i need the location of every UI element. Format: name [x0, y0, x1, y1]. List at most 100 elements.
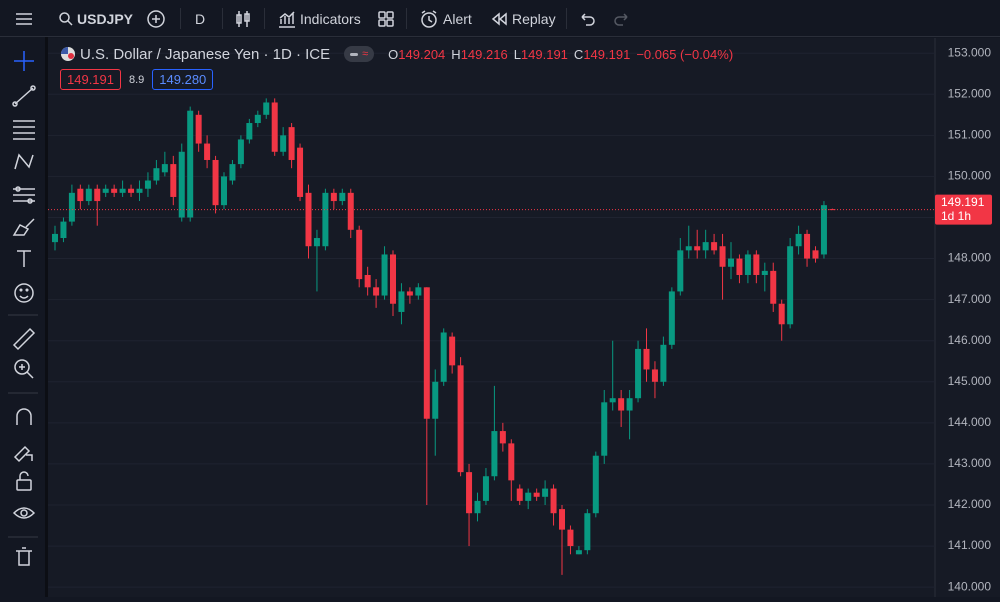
- y-tick-label: 142.000: [948, 497, 992, 511]
- candle-body: [728, 258, 734, 267]
- candle-body: [770, 270, 777, 304]
- candle-body: [68, 192, 75, 222]
- y-tick-label: 151.000: [948, 128, 992, 142]
- y-tick-label: 143.000: [948, 456, 992, 470]
- candle-body: [364, 274, 371, 288]
- sell-price[interactable]: 149.191: [60, 69, 121, 90]
- candle-body: [313, 238, 320, 247]
- flag-icon: [61, 47, 75, 61]
- last-price-box: [935, 194, 992, 225]
- ohlc-label: O: [388, 47, 399, 62]
- candle-body: [398, 291, 405, 312]
- magnet-tool[interactable]: [16, 408, 32, 425]
- y-tick-label: 141.000: [948, 538, 992, 552]
- stay-drawing-tool[interactable]: [13, 445, 33, 463]
- delete-tool[interactable]: [16, 547, 32, 566]
- ohlc-label: C: [573, 47, 584, 62]
- forecast-tool[interactable]: [13, 186, 35, 204]
- candle-body: [626, 398, 633, 411]
- ohlc-values: O149.204 H149.216 L149.191 C149.191: [382, 46, 630, 62]
- candle-body: [432, 381, 439, 419]
- y-tick-label: 147.000: [948, 292, 992, 306]
- symbol-search[interactable]: USDJPY: [58, 0, 133, 37]
- y-tick-label: 152.000: [948, 86, 992, 100]
- candle-body: [246, 123, 253, 140]
- replay-button[interactable]: Replay: [490, 0, 556, 37]
- status-pill[interactable]: ≈: [344, 46, 375, 62]
- top-toolbar: USDJPY D Indicators Alert Replay: [0, 0, 1000, 37]
- candle-body: [778, 303, 785, 325]
- y-tick-label: 144.000: [948, 415, 992, 429]
- undo-button[interactable]: [578, 0, 596, 37]
- candle-body: [204, 143, 211, 160]
- menu-button[interactable]: [14, 0, 34, 37]
- candle-body: [533, 492, 540, 497]
- brush-tool[interactable]: [12, 218, 35, 236]
- ohlc-value: 149.204: [398, 47, 446, 62]
- candle-body: [406, 291, 413, 296]
- divider: [406, 8, 407, 29]
- candle-body: [542, 488, 549, 497]
- compare-button[interactable]: [146, 0, 166, 37]
- candle-body: [322, 192, 329, 247]
- candle-body: [525, 492, 532, 501]
- chart-type-button[interactable]: [233, 0, 253, 37]
- candle-body: [804, 233, 811, 259]
- candle-body: [254, 114, 261, 124]
- ruler-tool[interactable]: [12, 327, 36, 351]
- candle-body: [643, 348, 650, 370]
- candle-body: [829, 209, 836, 211]
- indicators-button[interactable]: Indicators: [277, 0, 361, 37]
- symbol: USDJPY: [77, 10, 134, 27]
- candle-body: [575, 550, 582, 555]
- candle-body: [474, 500, 481, 514]
- interval-button[interactable]: D: [195, 0, 205, 37]
- candle-body: [85, 188, 92, 202]
- candle-body: [356, 229, 363, 280]
- y-tick-label: 153.000: [948, 45, 992, 59]
- candle-body: [466, 472, 473, 514]
- candle-body: [347, 192, 354, 230]
- emoji-tool[interactable]: [14, 283, 34, 303]
- y-tick-label: 140.000: [948, 579, 992, 593]
- candle-body: [787, 246, 794, 325]
- candle-body: [144, 180, 151, 189]
- zoom-tool[interactable]: [14, 359, 34, 379]
- candle-body: [812, 250, 819, 259]
- countdown-label: 1d 1h: [941, 209, 971, 223]
- candle-body: [694, 246, 701, 251]
- layout-button[interactable]: [376, 0, 396, 37]
- buy-price[interactable]: 149.280: [152, 69, 214, 90]
- symbol-title: U.S. Dollar / Japanese Yen · 1D · ICE: [80, 45, 331, 63]
- redo-button[interactable]: [613, 0, 631, 37]
- candle-body: [677, 250, 684, 292]
- candle-body: [178, 151, 185, 218]
- y-tick-label: 146.000: [948, 333, 992, 347]
- visibility-tool[interactable]: [12, 507, 36, 519]
- lock-tool[interactable]: [16, 471, 32, 491]
- candle-body: [457, 365, 464, 473]
- candle-body: [820, 205, 827, 255]
- pattern-tool[interactable]: [14, 153, 34, 170]
- fib-tool[interactable]: [13, 120, 35, 140]
- candle-body: [550, 488, 557, 514]
- text-tool[interactable]: [17, 250, 31, 267]
- indicators-label: Indicators: [300, 10, 361, 27]
- candle-body: [305, 192, 312, 247]
- ohlc-value: 149.191: [583, 47, 631, 62]
- candle-body: [111, 188, 118, 193]
- candle-body: [136, 188, 143, 193]
- candle-body: [744, 254, 751, 275]
- candle-body: [271, 102, 278, 152]
- replay-label: Replay: [512, 10, 556, 27]
- crosshair-tool[interactable]: [14, 51, 34, 71]
- trend-line-tool[interactable]: [12, 85, 36, 107]
- candle-body: [128, 188, 135, 193]
- candle-body: [187, 110, 194, 218]
- candle-body: [119, 188, 126, 193]
- candle-body: [263, 102, 270, 115]
- alert-button[interactable]: Alert: [419, 0, 472, 37]
- candle-body: [601, 402, 608, 456]
- candle-body: [381, 254, 388, 296]
- candle-body: [592, 455, 599, 514]
